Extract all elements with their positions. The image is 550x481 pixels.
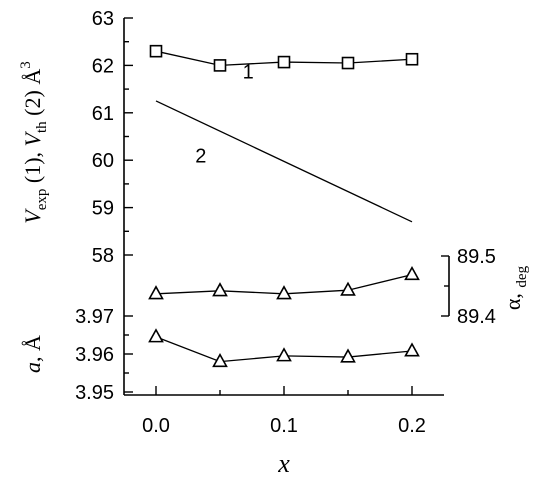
alpha-series-point	[212, 282, 228, 297]
volume-y-tick-label: 63	[92, 8, 114, 30]
lattice-y-tick-label: 3.97	[75, 306, 114, 328]
series-1-point	[277, 55, 291, 69]
lattice-series-point	[340, 348, 356, 363]
series-2-label: 2	[195, 146, 206, 168]
series-1-label: 1	[243, 62, 254, 84]
series-1-point	[149, 44, 163, 58]
volume-axis-title: Vexp (1), Vth (2) Å3	[18, 61, 50, 223]
x-axis-title: x	[277, 449, 290, 478]
labels-layer: 0.0 0.1 0.2 58 59 60 61 62 63 3.95 3.96 3.97 89.4 89.…	[18, 8, 530, 478]
volume-y-tick-label: 58	[92, 245, 114, 267]
lattice-axis-title: a, Å	[20, 335, 45, 373]
volume-y-tick-label: 60	[92, 150, 114, 172]
alpha-series-point	[148, 285, 164, 300]
lattice-series-point	[148, 328, 164, 343]
series-2-line	[155, 100, 413, 223]
lattice-series-point	[212, 352, 228, 368]
series-1-point	[405, 52, 419, 66]
lattice-y-tick-label: 3.96	[75, 344, 114, 366]
x-tick-label: 0.2	[398, 415, 426, 437]
axes	[123, 17, 450, 396]
alpha-series-point	[404, 265, 420, 281]
series-1-point	[213, 59, 227, 72]
alpha-y-tick-label: 89.5	[457, 246, 496, 268]
alpha-axis-title: α, deg	[500, 265, 530, 310]
lattice-series-point	[404, 342, 420, 357]
alpha-series-point	[340, 281, 356, 296]
x-tick-label: 0.1	[270, 415, 298, 437]
volume-y-tick-label: 62	[92, 55, 114, 77]
lattice-series-point	[276, 347, 292, 362]
series-layer	[148, 44, 420, 368]
series-1-point	[341, 56, 355, 70]
alpha-y-tick-label: 89.4	[457, 306, 496, 328]
volume-y-tick-label: 59	[92, 198, 114, 220]
lattice-y-tick-label: 3.95	[75, 382, 114, 404]
x-tick-label: 0.0	[142, 415, 170, 437]
volume-y-tick-label: 61	[92, 103, 114, 125]
alpha-series-point	[276, 285, 292, 300]
